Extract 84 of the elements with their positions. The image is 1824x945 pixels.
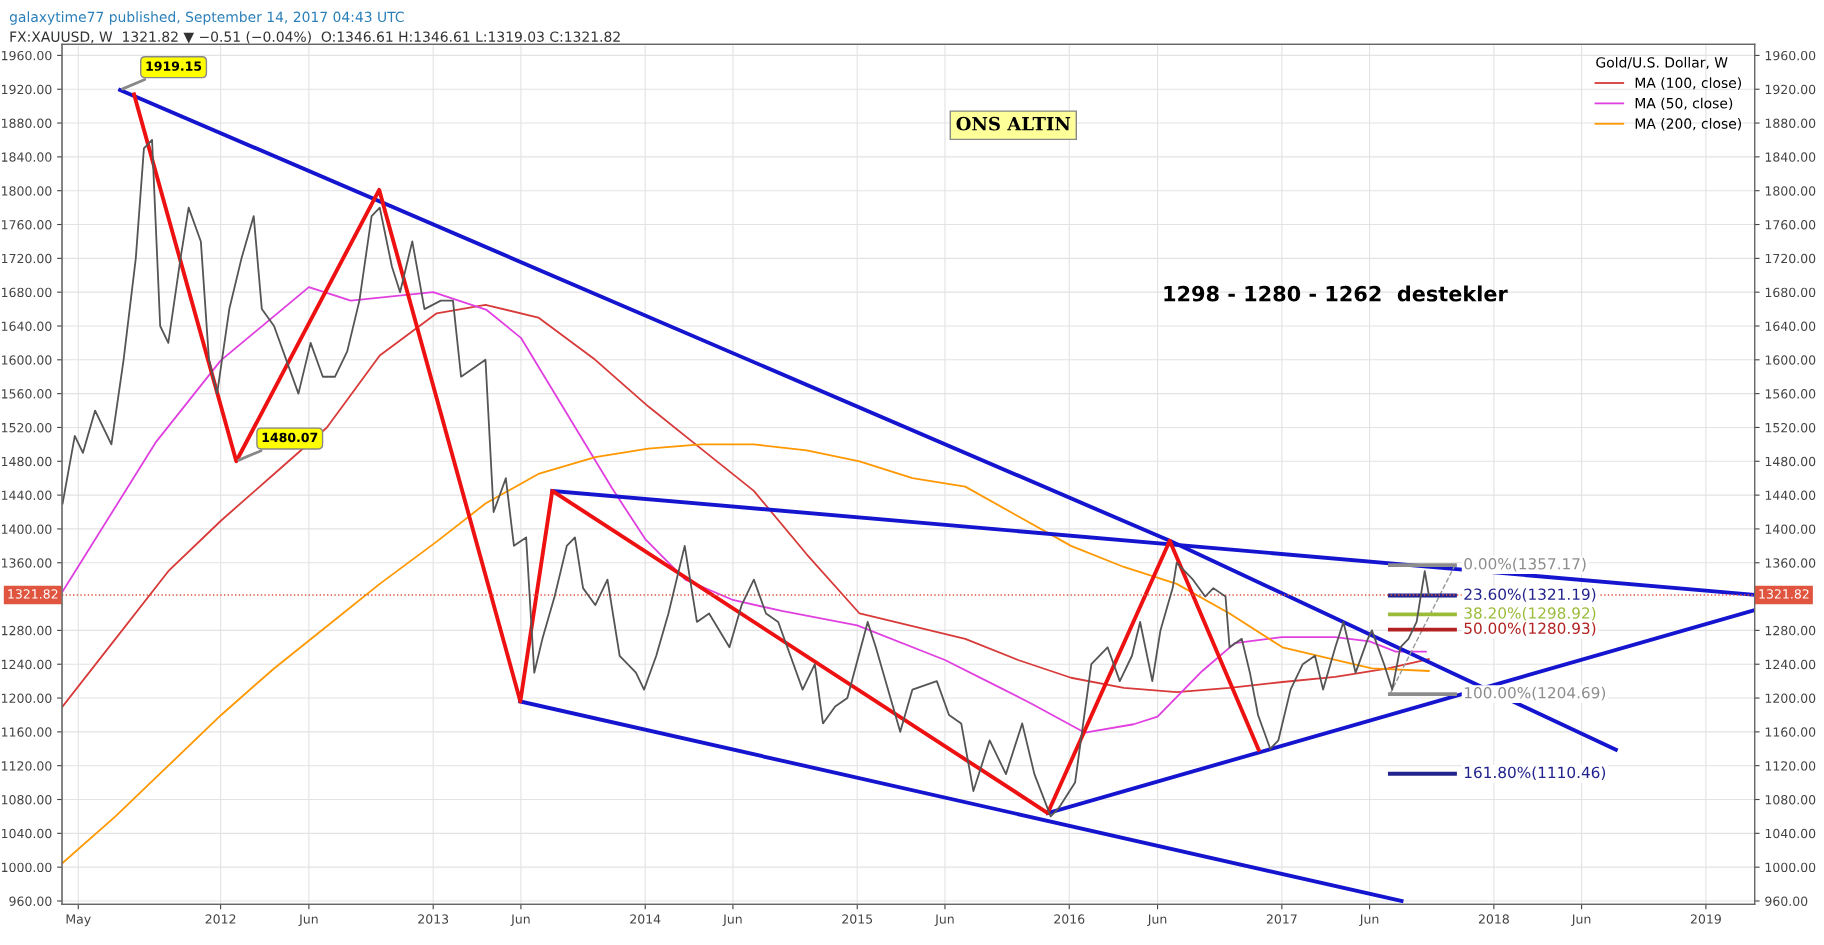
y2-tick-label: 1920.00 [1765,84,1816,95]
y-tick-label: 1600.00 [1,355,52,365]
y-tick-label: 1880.00 [1,118,52,128]
x-tick-label: 2012 [205,914,236,924]
y2-tick-label: 1680.00 [1765,287,1816,298]
y-tick-label: 1480.00 [1,456,52,467]
annotation: 38.20%(1298.92) [1464,607,1596,621]
y-tick-label: 1960.00 [1,50,52,61]
y2-tick-label: 1600.00 [1765,355,1816,365]
x-tick-label: Jun [1359,914,1379,927]
y-tick-label: 1800.00 [1,186,52,196]
chart-subtitle: FX:XAUUSD, W 1321.82 ▼ −0.51 (−0.04%) O:1346.61 H:1346.61 L:1319.03 C:1321.82 [10,31,620,44]
legend-label: MA (50, close) [1635,97,1733,111]
x-tick-label: 2014 [630,914,661,924]
y2-tick-label: 1760.00 [1765,219,1816,230]
y-tick-label: 1760.00 [1,219,52,230]
y2-tick-label: 1200.00 [1765,693,1816,703]
annotation: 1919.15 [146,61,202,71]
y2-tick-label: 1520.00 [1765,422,1816,433]
y2-tick-label: 1400.00 [1765,524,1816,534]
y-tick-label: 960.00 [9,896,52,906]
ref-line-label: 1321.82 [8,589,58,599]
y2-tick-label: 1080.00 [1765,794,1816,805]
annotation: 100.00%(1204.69) [1464,686,1606,701]
y2-tick-label: 1440.00 [1765,490,1816,501]
annotation: 1480.07 [262,432,318,443]
annotation: 161.80%(1110.46) [1464,766,1606,780]
y-tick-label: 1640.00 [1,321,52,331]
x-tick-label: 2015 [842,914,873,924]
y2-tick-label: 1040.00 [1765,828,1816,839]
y-tick-label: 1000.00 [1,862,52,873]
y-tick-label: 1240.00 [1,659,52,670]
y2-tick-label: 1480.00 [1765,456,1816,467]
annotation: 23.60%(1321.19) [1464,588,1596,602]
text: 1321.82 [1759,589,1809,599]
x-tick-label: 2019 [1690,914,1721,924]
y-tick-label: 1400.00 [1,524,52,534]
y2-tick-label: 1120.00 [1765,761,1816,771]
y2-tick-label: 1880.00 [1765,118,1816,128]
x-tick-label: Jun [298,914,318,927]
x-tick-label: 2013 [418,914,449,924]
y2-tick-label: 960.00 [1765,896,1808,906]
y2-tick-label: 1560.00 [1765,389,1816,399]
y-tick-label: 1680.00 [1,287,52,298]
x-tick-label: Jun [1147,914,1167,927]
y2-tick-label: 1720.00 [1765,253,1816,264]
y2-tick-label: 1160.00 [1765,727,1816,737]
y-tick-label: 1440.00 [1,490,52,501]
y-tick-label: 1120.00 [1,761,52,771]
y-tick-label: 1200.00 [1,693,52,703]
y-tick-label: 1040.00 [1,828,52,839]
annotation: 50.00%(1280.93) [1464,622,1596,636]
y2-tick-label: 1960.00 [1765,50,1816,61]
legend-label: MA (100, close) [1635,77,1741,90]
y2-tick-label: 1800.00 [1765,186,1816,196]
x-tick-label: 2017 [1266,914,1297,924]
y2-tick-label: 1000.00 [1765,862,1816,873]
y-tick-label: 1520.00 [1,422,52,433]
y-tick-label: 1720.00 [1,253,52,264]
annotation: 1298 - 1280 - 1262 destekler [1164,285,1508,302]
legend-title: Gold/U.S. Dollar, W [1596,56,1728,70]
x-tick-label: 2018 [1478,914,1509,924]
x-tick-label: Jun [510,914,530,927]
y-tick-label: 1160.00 [1,727,52,737]
x-tick-label: 2016 [1054,914,1085,924]
annotation: 0.00%(1357.17) [1464,557,1586,572]
y2-tick-label: 1280.00 [1765,625,1816,636]
y2-tick-label: 1840.00 [1765,152,1816,162]
chart-title: galaxytime77 published, September 14, 2017 04:43 UTC [9,11,404,25]
y-tick-label: 1080.00 [1,794,52,805]
y-tick-label: 1360.00 [1,558,52,568]
x-tick-label: May [66,914,91,927]
y-tick-label: 1840.00 [1,152,52,162]
y2-tick-label: 1240.00 [1765,659,1816,670]
y2-tick-label: 1360.00 [1765,558,1816,568]
y-tick-label: 1920.00 [1,84,52,95]
x-tick-label: Jun [722,914,742,927]
y2-tick-label: 1640.00 [1765,321,1816,331]
x-tick-label: Jun [934,914,954,927]
x-tick-label: Jun [1571,914,1591,927]
legend-label: MA (200, close) [1635,118,1741,131]
y-tick-label: 1560.00 [1,389,52,399]
y-tick-label: 1280.00 [1,625,52,636]
annotation: ONS ALTIN [956,116,1071,131]
